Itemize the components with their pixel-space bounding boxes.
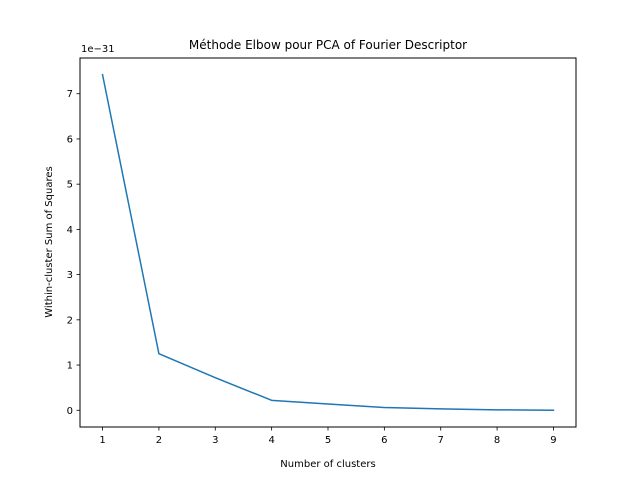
x-tick-label: 7 [438,435,444,446]
x-tick-label: 6 [381,435,387,446]
x-tick-label: 1 [99,435,105,446]
y-axis-label: Within-cluster Sum of Squares [44,166,55,317]
data-point [158,353,160,355]
y-tick-label: 4 [67,225,73,236]
y-axis-ticks: 0 1 2 3 4 5 6 7 [67,89,80,417]
y-axis-offset-label: 1e−31 [81,44,115,55]
y-tick-label: 2 [67,315,73,326]
y-tick-label: 3 [67,270,73,281]
series-layer [101,73,555,412]
data-point [440,408,442,410]
y-tick-label: 1 [67,361,73,372]
x-tick-label: 3 [212,435,218,446]
x-axis-ticks: 1 2 3 4 5 6 7 8 9 [99,427,557,446]
chart-title: Méthode Elbow pour PCA of Fourier Descri… [189,38,467,52]
x-tick-label: 5 [325,435,331,446]
data-point [496,409,498,411]
x-tick-label: 8 [494,435,500,446]
x-tick-label: 2 [156,435,162,446]
data-point [383,406,385,409]
y-tick-label: 0 [67,406,73,417]
y-tick-label: 5 [67,180,73,191]
data-point [271,399,273,401]
data-point [214,377,216,379]
y-tick-label: 7 [67,89,73,100]
data-point [101,74,104,76]
x-tick-label: 9 [550,435,556,446]
data-point [552,409,555,411]
y-tick-label: 6 [67,134,73,145]
x-tick-label: 4 [268,435,274,446]
x-axis-label: Number of clusters [280,459,375,470]
data-point [327,403,329,405]
plot-area-frame [79,57,577,428]
